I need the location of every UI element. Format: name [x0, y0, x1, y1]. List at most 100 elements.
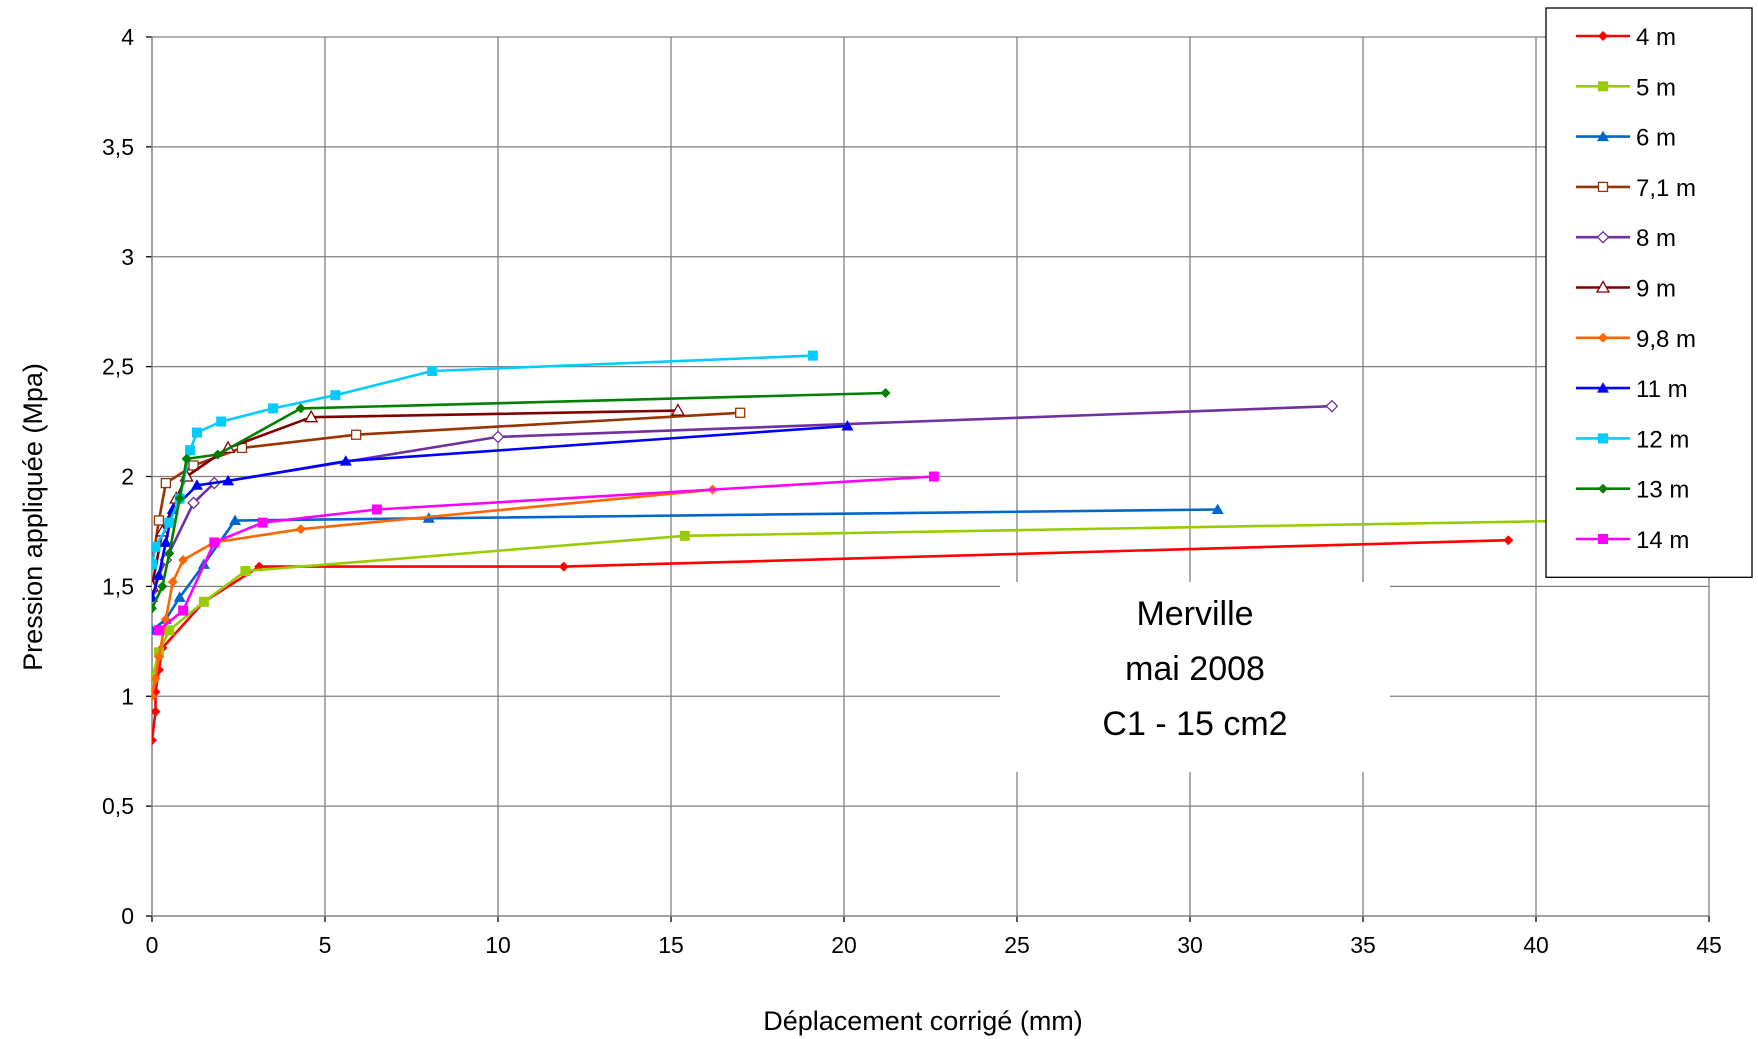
y-tick-label: 2	[121, 464, 134, 490]
legend-item: 11 m	[1576, 376, 1688, 403]
series-line	[152, 424, 848, 598]
data-point	[880, 387, 891, 398]
legend-marker	[1596, 230, 1610, 244]
data-point	[339, 455, 352, 466]
legend-item: 6 m	[1576, 125, 1676, 152]
legend-item: 9 m	[1576, 276, 1676, 303]
data-point	[157, 581, 168, 592]
data-point	[841, 419, 854, 431]
legend-label: 5 m	[1636, 74, 1676, 101]
y-tick-label: 1,5	[102, 573, 134, 599]
legend-item: 4 m	[1576, 24, 1676, 51]
data-point	[295, 524, 306, 535]
legend-marker	[1598, 332, 1608, 343]
data-point	[152, 559, 157, 570]
data-point	[491, 430, 505, 444]
axes	[146, 36, 1710, 922]
x-tick-label: 40	[1523, 932, 1549, 958]
series-14-m	[153, 471, 939, 636]
data-point	[371, 504, 382, 515]
data-point	[164, 625, 175, 636]
data-point	[295, 403, 306, 414]
data-point	[178, 555, 189, 566]
annotation: Merville mai 2008 C1 - 15 cm2	[1000, 582, 1390, 772]
data-point	[216, 416, 227, 427]
data-point	[427, 366, 438, 377]
legend-marker	[1597, 130, 1609, 142]
y-tick-label: 3	[121, 244, 134, 270]
legend-box	[1545, 7, 1753, 578]
data-point	[222, 474, 235, 486]
legend-label: 9 m	[1636, 276, 1676, 303]
data-point	[212, 449, 223, 460]
x-tick-label: 20	[831, 932, 857, 958]
data-point	[198, 596, 209, 607]
y-tick-label: 0	[121, 903, 134, 929]
x-tick-label: 5	[319, 932, 332, 958]
x-tick-label: 10	[485, 932, 511, 958]
legend-label: 8 m	[1636, 225, 1676, 252]
legend-item: 5 m	[1576, 74, 1676, 101]
data-point	[185, 445, 196, 456]
x-axis-title: Déplacement corrigé (mm)	[763, 1006, 1083, 1036]
data-point	[178, 605, 189, 616]
data-point	[558, 561, 569, 572]
legend: 4 m 5 m 6 m 7,1 m 8 m 9 m 9,8 m 11 m 12 m 13 m 14 …	[1545, 7, 1753, 578]
series-9-8-m	[152, 484, 718, 702]
y-tick-label: 0,5	[102, 793, 134, 819]
data-point	[1211, 503, 1224, 514]
data-point	[191, 427, 202, 438]
data-point	[181, 453, 192, 464]
data-point	[350, 429, 362, 440]
series-12-m	[152, 350, 818, 570]
legend-item: 12 m	[1576, 426, 1689, 453]
legend-item: 13 m	[1576, 477, 1689, 504]
data-point	[164, 517, 175, 528]
annotation-line-2: mai 2008	[1125, 650, 1265, 688]
legend-label: 7,1 m	[1636, 175, 1696, 202]
legend-marker	[1598, 31, 1608, 41]
data-point	[188, 460, 199, 471]
legend-label: 12 m	[1636, 426, 1689, 453]
x-tick-label: 0	[146, 932, 159, 958]
data-point	[164, 548, 175, 559]
series-line	[152, 391, 886, 609]
data-point	[190, 479, 203, 490]
data-point	[153, 515, 165, 526]
data-point	[229, 514, 242, 525]
data-point	[187, 496, 200, 510]
series-7-1-m	[152, 407, 746, 570]
data-point	[152, 569, 165, 580]
legend-item: 7,1 m	[1576, 175, 1696, 202]
data-point	[159, 536, 172, 547]
legend-marker	[1598, 483, 1608, 494]
y-tick-label: 3,5	[102, 134, 134, 160]
data-point	[174, 493, 185, 504]
y-tick-label: 1	[121, 683, 134, 709]
legend-label: 13 m	[1636, 477, 1689, 504]
data-point	[330, 390, 341, 401]
data-point	[1325, 399, 1339, 413]
data-point	[152, 541, 161, 552]
data-point	[152, 691, 157, 702]
tick-labels: 0 5 10 15 20 25 30 35 40 45 0 0,5 1 1,5 2 2,5 3 3,5 4	[102, 24, 1722, 958]
data-point	[173, 591, 186, 602]
data-point	[304, 409, 319, 423]
legend-marker	[1598, 534, 1608, 544]
data-point	[152, 735, 157, 746]
legend-marker	[1598, 433, 1608, 444]
data-point	[152, 706, 161, 717]
data-point	[257, 517, 268, 528]
data-point	[735, 407, 746, 418]
legend-label: 4 m	[1636, 24, 1676, 51]
data-point	[209, 537, 220, 548]
data-point	[167, 576, 178, 587]
data-point	[152, 603, 157, 614]
x-tick-label: 30	[1177, 932, 1203, 958]
x-tick-label: 15	[658, 932, 684, 958]
data-point	[152, 673, 161, 684]
data-point	[670, 403, 686, 416]
legend-item: 9,8 m	[1576, 326, 1696, 353]
data-point	[166, 503, 179, 514]
